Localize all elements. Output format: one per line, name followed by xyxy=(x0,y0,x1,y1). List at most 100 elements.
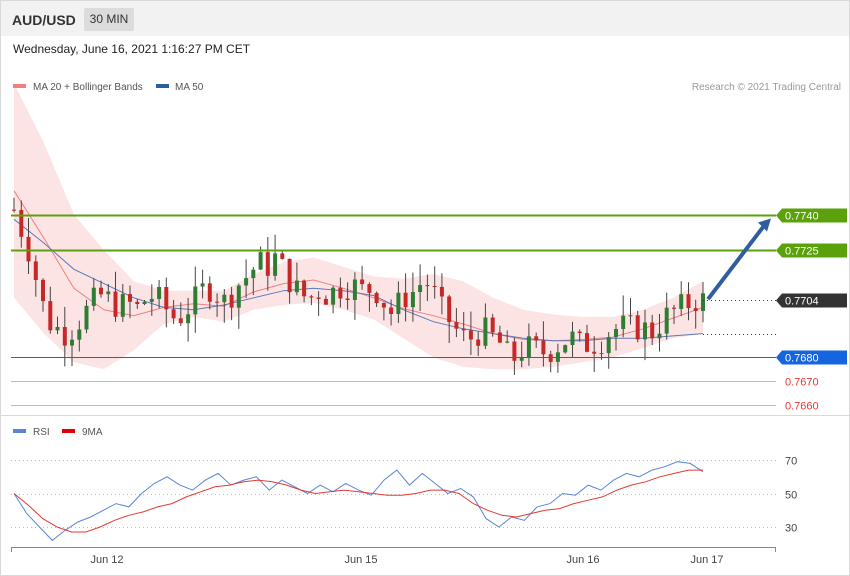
ma50-legend-swatch xyxy=(156,84,169,88)
current-price-tag xyxy=(776,293,847,308)
research-credit: Research © 2021 Trading Central xyxy=(692,82,841,93)
candle-bear xyxy=(215,301,220,303)
candle-bear xyxy=(512,341,517,361)
candle-bull xyxy=(106,291,111,295)
ma50-legend-label: MA 50 xyxy=(175,82,204,93)
candle-bull xyxy=(294,280,299,293)
candle-bull xyxy=(142,301,147,304)
candle-bull xyxy=(606,337,611,354)
candle-bear xyxy=(338,287,343,299)
candle-bear xyxy=(19,210,24,237)
forecast-arrow-shaft xyxy=(706,223,767,301)
candle-bear xyxy=(425,285,430,287)
candle-bear xyxy=(461,328,466,331)
symbol-title: AUD/USD xyxy=(12,12,76,28)
rsi-legend-label: RSI xyxy=(33,427,50,438)
timeframe-badge[interactable]: 30 MIN xyxy=(84,8,134,31)
rsi-y-tick-label: 30 xyxy=(785,523,797,535)
candle-bear xyxy=(316,297,321,299)
candle-bull xyxy=(149,298,154,302)
candle-bear xyxy=(207,283,212,302)
candle-bull xyxy=(410,292,415,308)
candle-bear xyxy=(280,253,285,259)
candle-bull xyxy=(236,285,241,308)
rsi-pane: 30 50 70 xyxy=(11,456,797,542)
resistance-label: 0.7740 xyxy=(785,211,819,223)
forecast-arrow-head xyxy=(758,218,771,232)
resistance-label: 0.7725 xyxy=(785,246,819,258)
timestamp: Wednesday, June 16, 2021 1:16:27 PM CET xyxy=(13,42,251,56)
candle-bear xyxy=(693,308,698,311)
candle-bear xyxy=(113,291,118,317)
candle-bear xyxy=(389,307,394,314)
x-tick-label: Jun 15 xyxy=(344,554,377,566)
rsi-ma-line xyxy=(13,469,703,533)
candle-bear xyxy=(577,331,582,333)
candle-bear xyxy=(381,303,386,308)
candle-bull xyxy=(664,307,669,334)
candle-bear xyxy=(265,252,270,276)
candle-bear xyxy=(686,294,691,309)
candle-bear xyxy=(541,340,546,355)
candle-bear xyxy=(497,332,502,343)
candle-bear xyxy=(592,351,597,354)
candle-bull xyxy=(628,315,633,317)
candle-bull xyxy=(643,322,647,340)
candle-bull xyxy=(244,278,249,286)
bollinger-band-area xyxy=(14,83,703,370)
candle-bear xyxy=(490,317,495,333)
rsi-y-tick-label: 70 xyxy=(785,456,797,468)
candle-bull xyxy=(157,287,162,299)
candle-bull xyxy=(526,336,531,358)
candle-bull xyxy=(396,292,401,314)
candle-bull xyxy=(91,287,96,306)
rsi-y-tick-label: 50 xyxy=(785,490,797,502)
support-label: 0.7660 xyxy=(785,401,819,413)
candle-bull xyxy=(331,287,336,305)
candle-bull xyxy=(483,317,488,346)
candle-bull xyxy=(251,269,256,279)
candle-bear xyxy=(585,333,589,352)
candle-bear xyxy=(26,236,31,262)
candle-bull xyxy=(120,294,125,317)
current-price-label: 0.7704 xyxy=(785,296,819,308)
ma20-legend-swatch xyxy=(13,84,26,88)
candle-bull xyxy=(679,294,684,309)
candle-bear xyxy=(309,296,314,298)
candle-bear xyxy=(403,292,408,308)
candle-bull xyxy=(55,327,60,331)
rsi-legend-swatch xyxy=(13,429,26,433)
candle-bear xyxy=(447,296,452,323)
candle-bull xyxy=(352,279,357,300)
candle-bear xyxy=(345,298,350,300)
candle-bear xyxy=(468,330,473,340)
candle-bull xyxy=(273,253,278,276)
candle-bear xyxy=(650,322,655,339)
x-tick-label: Jun 12 xyxy=(90,554,123,566)
candle-bull xyxy=(193,286,198,315)
candle-bear xyxy=(135,301,140,304)
candle-bull xyxy=(77,329,82,340)
candle-bear xyxy=(476,339,481,346)
candle-bear xyxy=(171,309,176,319)
price-pane: 0.7740 0.7725 0.7704 0.7680 0.7670 0.7660 xyxy=(11,83,847,413)
candle-bull xyxy=(614,329,618,338)
x-tick-label: Jun 16 xyxy=(566,554,599,566)
rsi-ma-legend-swatch xyxy=(62,429,75,433)
candle-bear xyxy=(33,261,38,280)
candle-bull xyxy=(621,315,626,329)
candle-bull xyxy=(519,357,524,361)
resistance-tag xyxy=(776,208,847,223)
candle-bear xyxy=(128,294,132,302)
candle-bear xyxy=(360,279,365,285)
rsi-ma-legend-label: 9MA xyxy=(82,427,103,438)
candle-bear xyxy=(62,327,67,346)
candle-bear xyxy=(454,322,459,329)
candle-bull xyxy=(657,333,662,339)
candle-bear xyxy=(164,287,169,310)
candle-bear xyxy=(99,287,103,295)
candle-bear xyxy=(374,292,379,303)
candle-bear xyxy=(432,286,437,287)
candle-bear xyxy=(48,301,53,331)
